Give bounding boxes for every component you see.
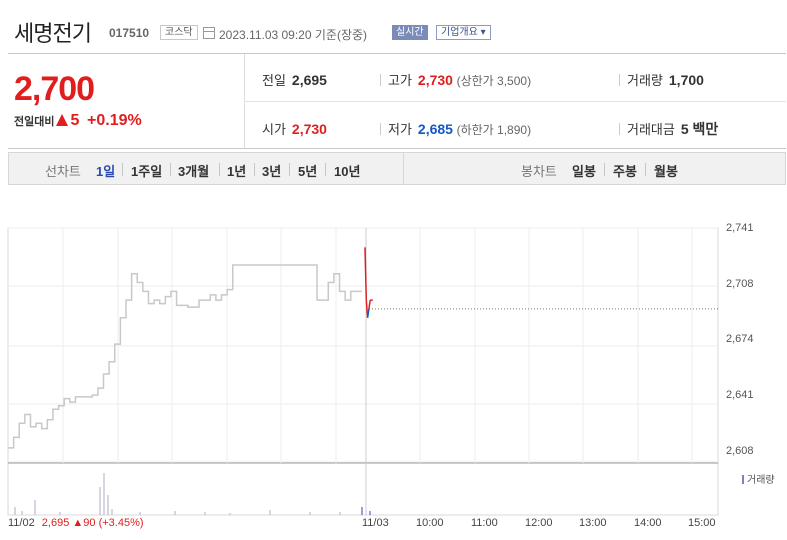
company-info-button[interactable]: 기업개요 ▾ xyxy=(436,25,491,40)
volume-legend-label: 거래량 xyxy=(747,475,775,486)
up-arrow-icon xyxy=(56,114,69,126)
divider xyxy=(380,123,381,135)
divider xyxy=(219,163,220,176)
y-tick-label: 2,708 xyxy=(726,278,754,290)
prev-day-date: 11/02 xyxy=(8,517,35,529)
y-tick-label: 2,741 xyxy=(726,222,754,234)
realtime-button[interactable]: 실시간 xyxy=(392,25,428,40)
volume-label: 거래량 xyxy=(627,73,663,88)
tab-daily[interactable]: 일봉 xyxy=(572,164,596,179)
lower-limit: (하한가 1,890) xyxy=(456,123,532,137)
divider xyxy=(170,163,171,176)
y-tick-label: 2,641 xyxy=(726,389,754,401)
divider xyxy=(244,101,786,102)
prev-day-line xyxy=(8,264,362,449)
prev-day-info: 11/02 2,695 ▲90 (+3.45%) xyxy=(8,517,144,529)
calendar-icon xyxy=(203,27,215,39)
change-pct: +0.19% xyxy=(87,112,142,129)
chart-frame xyxy=(7,227,719,516)
prev-close-value: 2,695 xyxy=(291,72,327,88)
x-tick-label: 14:00 xyxy=(634,517,662,529)
today-line-segment xyxy=(368,300,371,310)
high: 고가 2,730 (상한가 3,500) xyxy=(388,70,531,89)
prev-day-close: 2,695 xyxy=(41,517,70,529)
high-value: 2,730 xyxy=(417,72,453,88)
divider xyxy=(619,123,620,135)
volume-legend: 거래량 xyxy=(742,471,775,486)
today-line-segment xyxy=(366,308,370,318)
datetime: 2023.11.03 09:20 xyxy=(219,28,312,42)
change-line: 전일대비 5 +0.19% xyxy=(14,112,142,130)
basis: 기준(장중) xyxy=(314,28,368,42)
prev-close: 전일 2,695 xyxy=(262,70,327,89)
divider xyxy=(289,163,290,176)
volume-swatch xyxy=(742,475,744,484)
x-tick-label: 15:00 xyxy=(688,517,716,529)
open: 시가 2,730 xyxy=(262,119,327,138)
price-summary: 2,700 전일대비 5 +0.19% 전일 2,695 고가 2,730 (상한가 … xyxy=(8,53,786,149)
tab-10year[interactable]: 10년 xyxy=(334,164,361,179)
prev-day-change-wrap: ▲90 xyxy=(72,517,96,529)
divider xyxy=(254,163,255,176)
divider xyxy=(619,74,620,86)
x-tick-label: 11/03 xyxy=(362,517,389,529)
stock-code: 017510 xyxy=(109,26,150,40)
tab-1day[interactable]: 1일 xyxy=(96,164,116,179)
tab-3year[interactable]: 3년 xyxy=(262,164,282,179)
prev-day-change: 90 xyxy=(83,517,96,529)
tab-monthly[interactable]: 월봉 xyxy=(654,164,678,179)
volume: 거래량 1,700 xyxy=(627,70,704,89)
chart-tabs: 선차트 1일 1주일 3개월 1년 3년 5년 10년 봉차트 일봉 주봉 월봉 xyxy=(8,152,786,185)
x-tick-label: 13:00 xyxy=(579,517,607,529)
tab-1week[interactable]: 1주일 xyxy=(131,164,163,179)
market-badge: 코스닥 xyxy=(160,25,198,40)
divider xyxy=(403,153,404,184)
x-tick-label: 11:00 xyxy=(471,517,498,529)
x-tick-label: 12:00 xyxy=(525,517,553,529)
divider xyxy=(380,74,381,86)
divider xyxy=(122,163,123,176)
price-chart[interactable]: 2,741 2,708 2,674 2,641 2,608 거래량 11/02 … xyxy=(0,195,787,540)
tab-3month[interactable]: 3개월 xyxy=(178,164,210,179)
open-value: 2,730 xyxy=(291,121,327,137)
x-tick-label: 10:00 xyxy=(416,517,444,529)
change-abs: 5 xyxy=(70,112,80,129)
divider xyxy=(604,163,605,176)
low-value: 2,685 xyxy=(417,121,453,137)
divider xyxy=(325,163,326,176)
date-basis: 2023.11.03 09:20 기준(장중) xyxy=(219,26,367,43)
candle-chart-title: 봉차트 xyxy=(521,164,557,179)
y-tick-label: 2,674 xyxy=(726,333,754,345)
change-label: 전일대비 xyxy=(14,116,55,128)
low: 저가 2,685 (하한가 1,890) xyxy=(388,119,531,138)
upper-limit: (상한가 3,500) xyxy=(456,74,532,88)
divider xyxy=(645,163,646,176)
prev-day-change-pct: (+3.45%) xyxy=(98,517,144,529)
line-chart-title: 선차트 xyxy=(45,164,81,179)
header: 세명전기 017510 코스닥 2023.11.03 09:20 기준(장중) … xyxy=(0,0,787,50)
high-label: 고가 xyxy=(388,73,412,88)
y-tick-label: 2,608 xyxy=(726,445,754,457)
low-label: 저가 xyxy=(388,122,412,137)
tab-weekly[interactable]: 주봉 xyxy=(613,164,637,179)
prev-close-label: 전일 xyxy=(262,73,286,88)
tab-5year[interactable]: 5년 xyxy=(298,164,318,179)
tab-1year[interactable]: 1년 xyxy=(227,164,247,179)
open-label: 시가 xyxy=(262,122,286,137)
stock-name[interactable]: 세명전기 xyxy=(14,21,92,46)
chart-canvas[interactable] xyxy=(0,195,787,540)
current-price: 2,700 xyxy=(14,70,95,108)
amount: 거래대금 5 백만 xyxy=(627,119,718,139)
amount-label: 거래대금 xyxy=(627,122,675,137)
amount-value: 5 백만 xyxy=(680,121,719,137)
today-line-segment xyxy=(364,247,368,301)
volume-value: 1,700 xyxy=(668,72,704,88)
